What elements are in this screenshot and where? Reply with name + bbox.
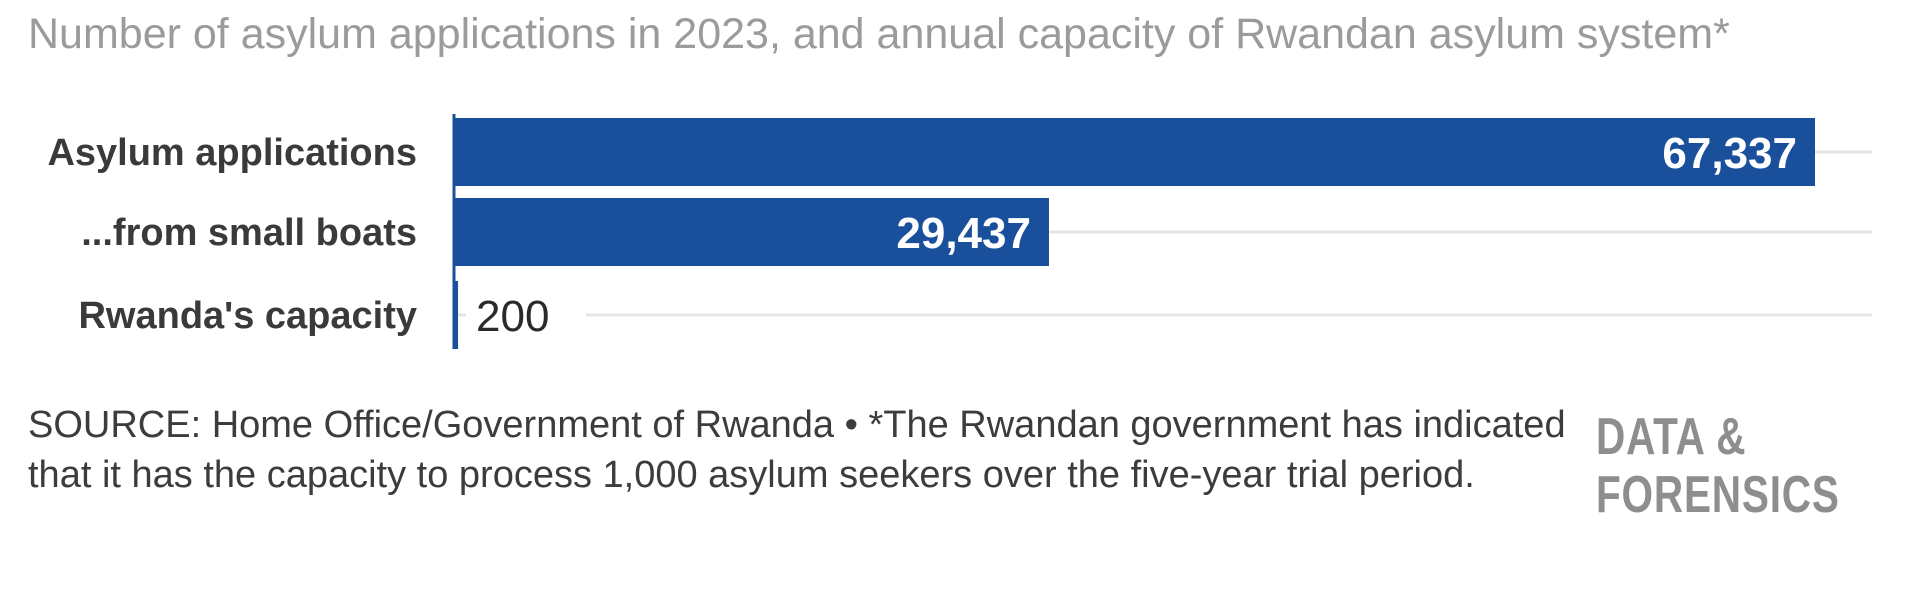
bar	[454, 281, 459, 349]
brand-line-2: FORENSICS	[1596, 466, 1840, 524]
value-label: 29,437	[896, 209, 1031, 258]
value-label: 67,337	[1662, 129, 1797, 178]
chart-title: Number of asylum applications in 2023, a…	[28, 10, 1730, 58]
data-forensics-logo: DATA & FORENSICS	[1596, 408, 1840, 524]
value-label-background	[466, 291, 587, 339]
category-label: Rwanda's capacity	[78, 295, 417, 337]
source-footnote: SOURCE: Home Office/Government of Rwanda…	[28, 404, 1566, 496]
bar	[454, 118, 1815, 186]
category-label: ...from small boats	[81, 212, 417, 254]
bar-chart: Asylum applications 67,337 ...from small b…	[47, 114, 1872, 349]
value-label: 200	[476, 292, 549, 341]
brand-line-1: DATA &	[1596, 408, 1747, 466]
bar	[454, 198, 1049, 266]
category-label: Asylum applications	[47, 132, 417, 174]
